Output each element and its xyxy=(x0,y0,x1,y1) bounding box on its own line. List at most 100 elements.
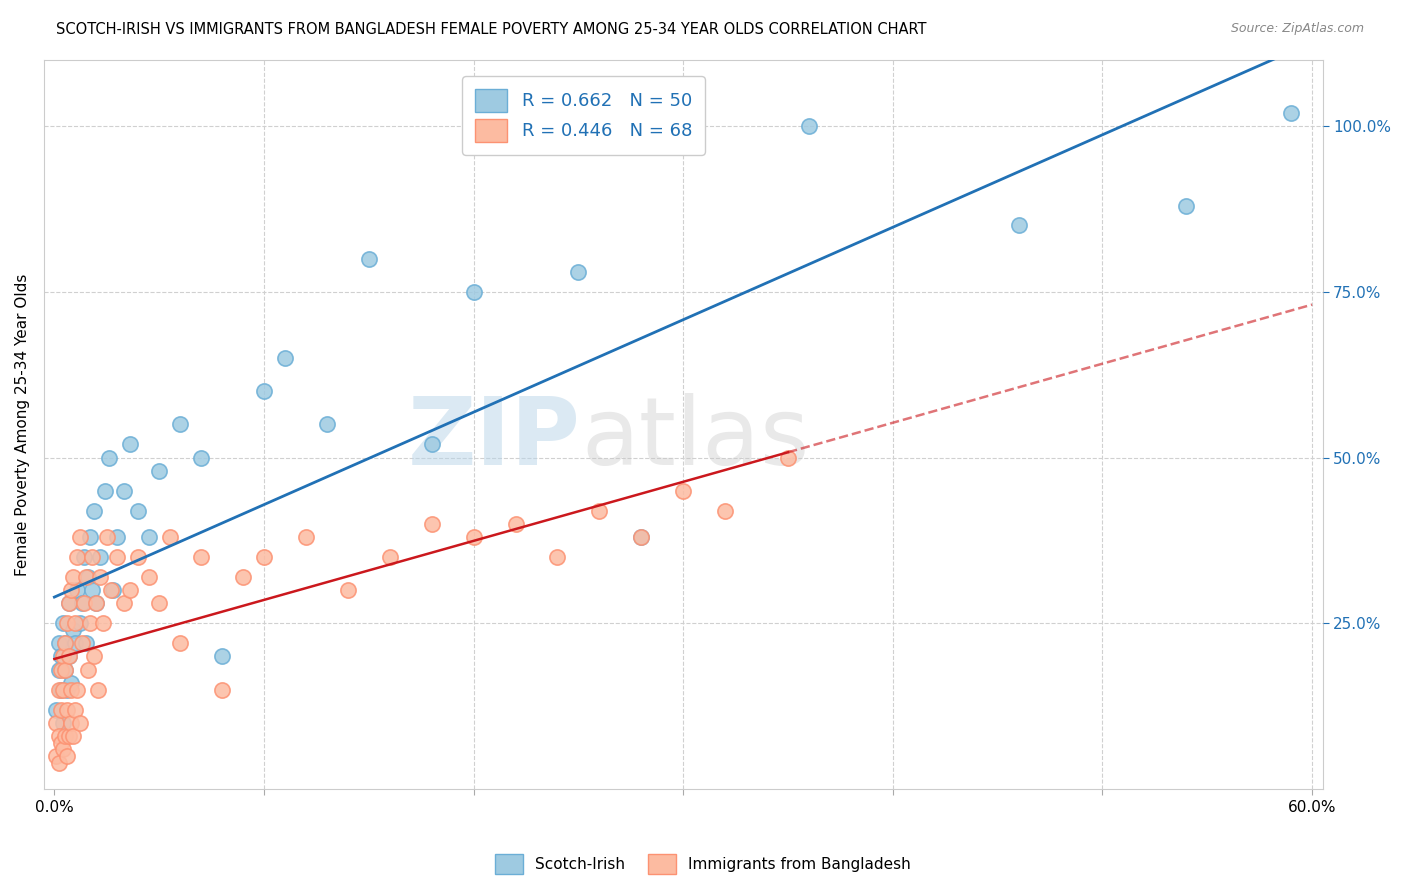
Point xyxy=(211,682,233,697)
Point xyxy=(65,616,87,631)
Point xyxy=(776,450,799,465)
Text: atlas: atlas xyxy=(581,393,810,485)
Point xyxy=(53,663,76,677)
Point xyxy=(82,549,104,564)
Point xyxy=(79,616,101,631)
Point xyxy=(89,570,111,584)
Point xyxy=(65,702,87,716)
Point xyxy=(190,450,212,465)
Point xyxy=(48,682,70,697)
Point xyxy=(797,119,820,133)
Point xyxy=(60,676,83,690)
Point xyxy=(118,437,141,451)
Point xyxy=(105,530,128,544)
Point xyxy=(1175,198,1198,212)
Point xyxy=(52,682,75,697)
Point xyxy=(49,702,72,716)
Point xyxy=(83,649,105,664)
Point xyxy=(75,570,97,584)
Legend: Scotch-Irish, Immigrants from Bangladesh: Scotch-Irish, Immigrants from Bangladesh xyxy=(489,848,917,880)
Point xyxy=(66,583,89,598)
Point xyxy=(89,549,111,564)
Point xyxy=(105,549,128,564)
Point xyxy=(630,530,652,544)
Point xyxy=(70,597,93,611)
Point xyxy=(169,636,191,650)
Point xyxy=(112,597,135,611)
Point xyxy=(138,570,160,584)
Point xyxy=(169,417,191,432)
Point xyxy=(463,285,485,299)
Point xyxy=(93,483,115,498)
Point xyxy=(83,503,105,517)
Point xyxy=(100,583,122,598)
Point xyxy=(53,729,76,743)
Point xyxy=(1279,105,1302,120)
Point xyxy=(58,729,80,743)
Point xyxy=(1007,219,1029,233)
Point xyxy=(357,252,380,266)
Point xyxy=(84,597,107,611)
Point xyxy=(714,503,737,517)
Point xyxy=(45,749,67,764)
Point xyxy=(118,583,141,598)
Text: Source: ZipAtlas.com: Source: ZipAtlas.com xyxy=(1230,22,1364,36)
Point xyxy=(232,570,254,584)
Point xyxy=(546,549,568,564)
Legend: R = 0.662   N = 50, R = 0.446   N = 68: R = 0.662 N = 50, R = 0.446 N = 68 xyxy=(463,76,704,155)
Point xyxy=(148,597,170,611)
Text: SCOTCH-IRISH VS IMMIGRANTS FROM BANGLADESH FEMALE POVERTY AMONG 25-34 YEAR OLDS : SCOTCH-IRISH VS IMMIGRANTS FROM BANGLADE… xyxy=(56,22,927,37)
Point xyxy=(253,384,276,399)
Point xyxy=(148,464,170,478)
Point xyxy=(62,729,84,743)
Point xyxy=(127,549,149,564)
Point xyxy=(45,702,67,716)
Point xyxy=(79,530,101,544)
Point xyxy=(60,715,83,730)
Point xyxy=(45,715,67,730)
Point xyxy=(49,649,72,664)
Point xyxy=(65,636,87,650)
Point xyxy=(505,516,527,531)
Point xyxy=(336,583,359,598)
Point xyxy=(190,549,212,564)
Point xyxy=(49,663,72,677)
Point xyxy=(56,749,79,764)
Point xyxy=(253,549,276,564)
Point xyxy=(58,649,80,664)
Text: ZIP: ZIP xyxy=(408,393,581,485)
Point xyxy=(52,742,75,756)
Point xyxy=(211,649,233,664)
Point xyxy=(112,483,135,498)
Point xyxy=(53,636,76,650)
Point xyxy=(91,616,114,631)
Point xyxy=(274,351,297,365)
Point xyxy=(315,417,337,432)
Point xyxy=(588,503,610,517)
Point xyxy=(52,715,75,730)
Point xyxy=(52,616,75,631)
Y-axis label: Female Poverty Among 25-34 Year Olds: Female Poverty Among 25-34 Year Olds xyxy=(15,273,30,575)
Point xyxy=(56,616,79,631)
Point xyxy=(49,736,72,750)
Point xyxy=(73,549,96,564)
Point xyxy=(127,503,149,517)
Point xyxy=(630,530,652,544)
Point xyxy=(60,682,83,697)
Point xyxy=(84,597,107,611)
Point xyxy=(56,702,79,716)
Point xyxy=(73,597,96,611)
Point xyxy=(53,663,76,677)
Point xyxy=(58,597,80,611)
Point xyxy=(60,583,83,598)
Point xyxy=(138,530,160,544)
Point xyxy=(420,437,443,451)
Point xyxy=(69,530,91,544)
Point xyxy=(69,616,91,631)
Point xyxy=(66,682,89,697)
Point xyxy=(48,636,70,650)
Point xyxy=(97,450,120,465)
Point xyxy=(49,682,72,697)
Point xyxy=(295,530,318,544)
Point xyxy=(101,583,124,598)
